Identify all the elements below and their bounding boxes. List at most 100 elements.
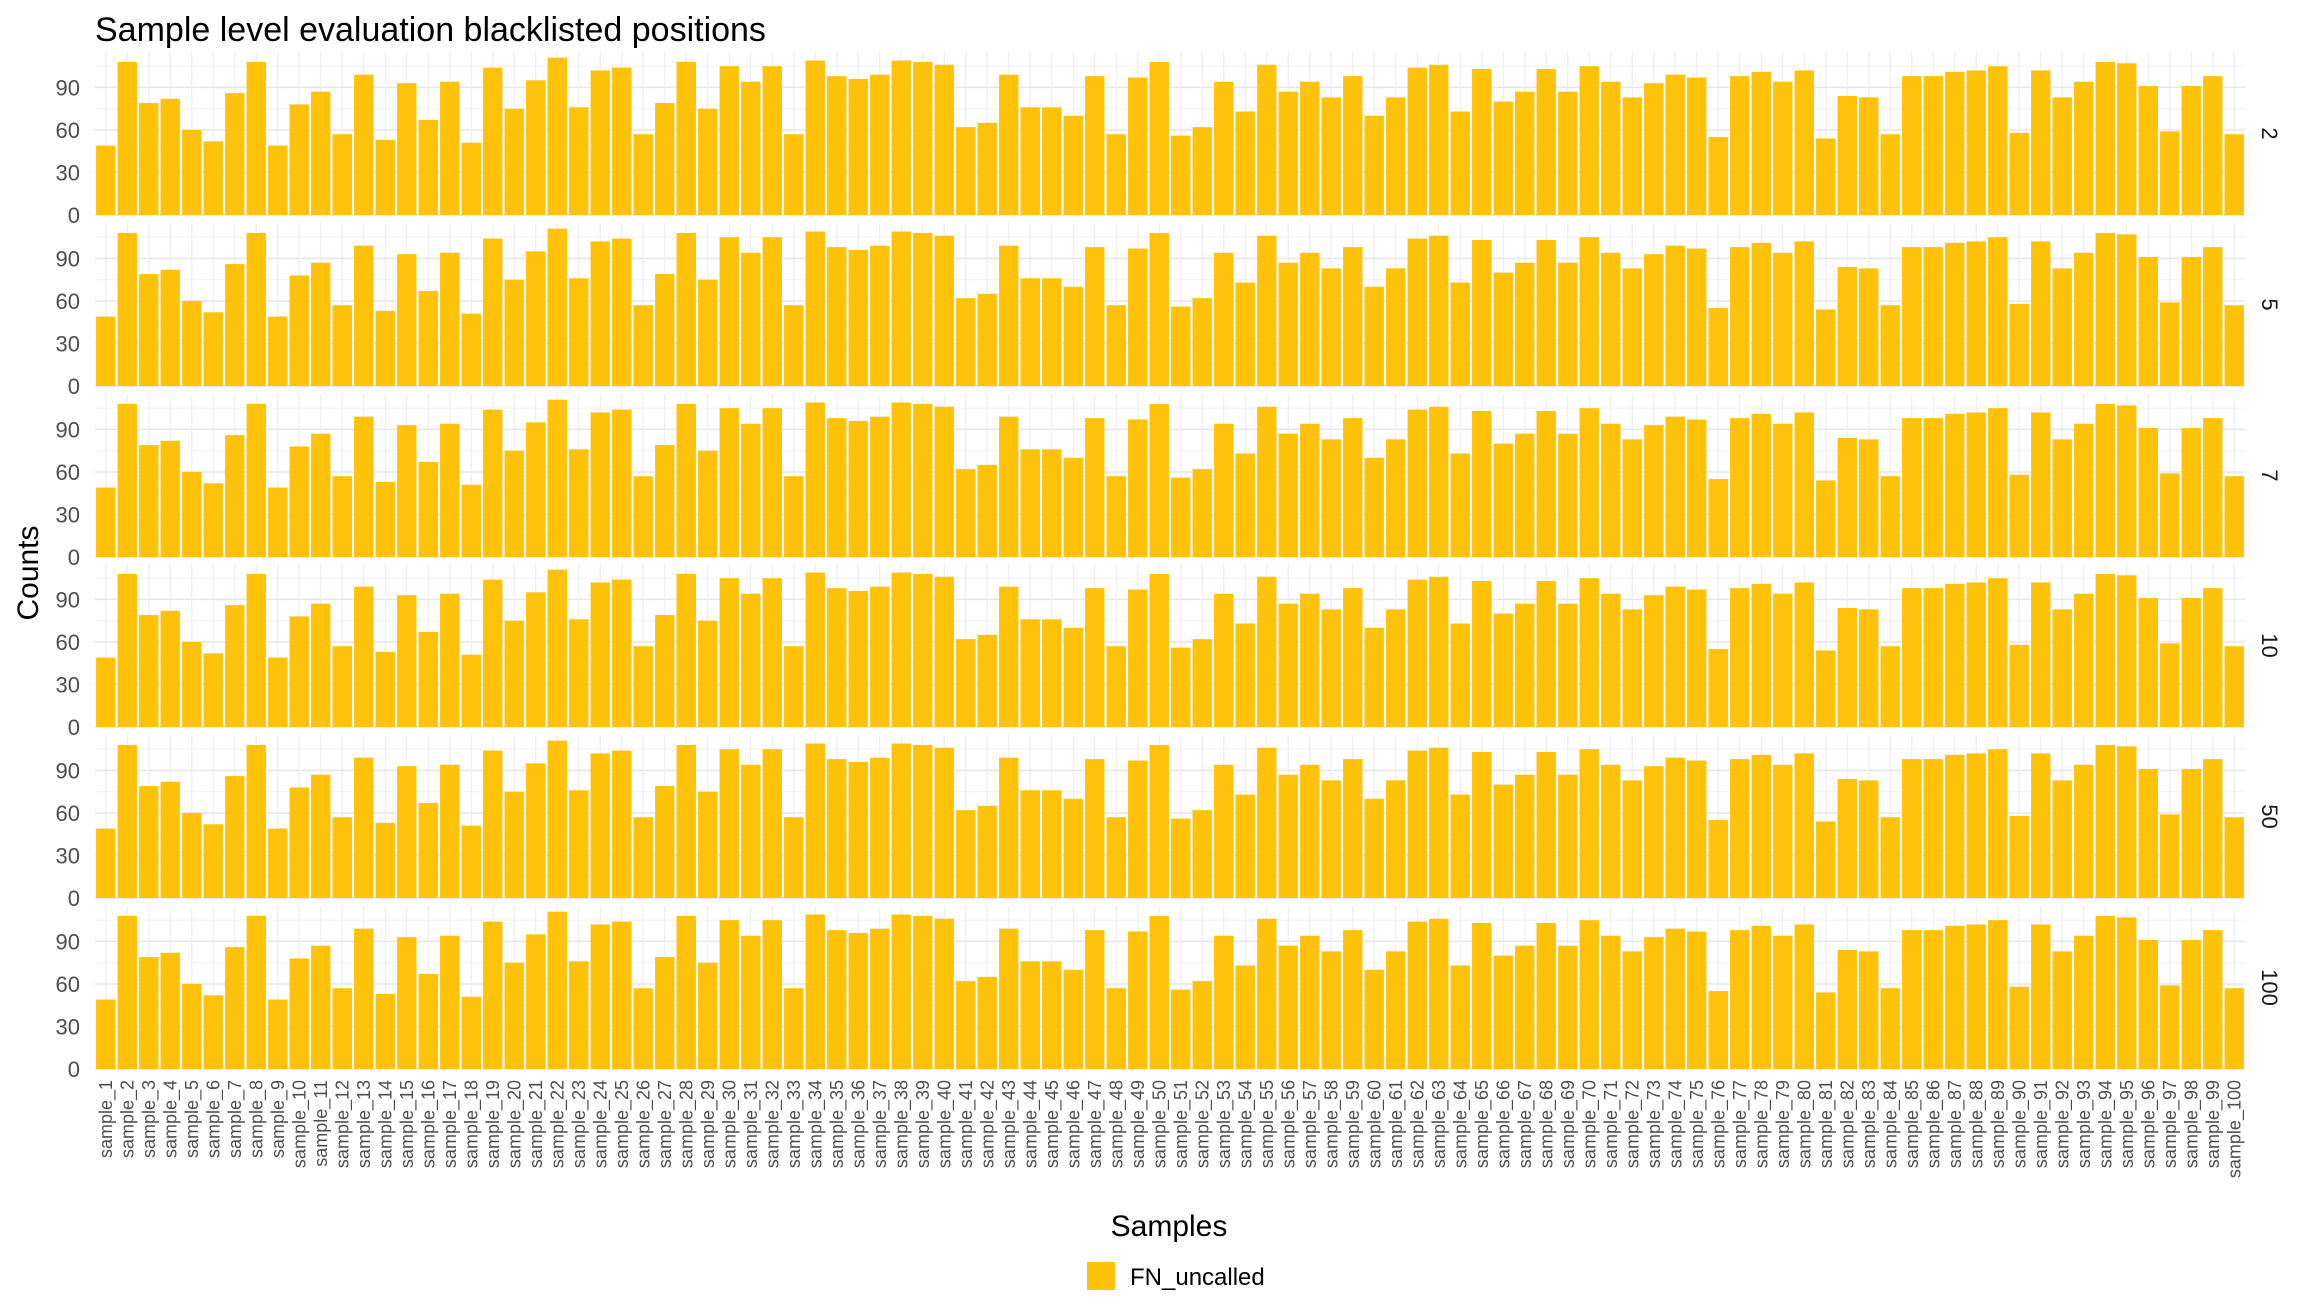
x-tick-label: sample_62 [1407,1080,1428,1168]
bar-sample_39 [913,403,933,557]
facet-strip-label: 5 [2257,298,2282,310]
bar-sample_18 [461,996,481,1069]
bar-sample_62 [1407,750,1427,898]
bar-sample_81 [1816,480,1836,557]
bar-sample_66 [1493,101,1513,215]
x-tick-label: sample_39 [913,1080,934,1168]
bar-sample_13 [354,416,374,557]
bar-sample_3 [139,274,159,386]
bar-sample_48 [1106,988,1126,1069]
bar-sample_23 [569,790,589,898]
bar-sample_9 [268,828,288,898]
bar-sample_31 [741,593,761,727]
bar-sample_33 [784,988,804,1069]
bar-sample_67 [1515,774,1535,898]
bar-sample_88 [1966,924,1986,1069]
x-axis-tick-labels: sample_1 sample_2 sample_3 sample_4 sample_5… [96,1080,2246,1178]
bar-sample_12 [332,134,352,215]
bar-sample_52 [1192,981,1212,1069]
bar-sample_31 [741,252,761,386]
bar-sample_33 [784,134,804,215]
facet-strip-label: 10 [2257,633,2282,657]
bar-sample_84 [1880,988,1900,1069]
bar-sample_96 [2138,86,2158,215]
bar-sample_13 [354,245,374,386]
bar-sample_89 [1988,66,2008,215]
bar-sample_86 [1923,418,1943,557]
x-tick-label: sample_84 [1880,1080,1901,1168]
bar-sample_23 [569,107,589,215]
bar-sample_39 [913,232,933,386]
bar-sample_90 [2009,303,2029,386]
bar-sample_34 [805,402,825,557]
bar-sample_37 [870,586,890,727]
y-tick-label: 60 [56,289,80,314]
bar-sample_29 [698,620,718,727]
bar-sample_25 [612,67,632,215]
bar-sample_47 [1085,930,1105,1069]
bar-sample_40 [934,576,954,727]
bar-sample_1 [96,999,116,1069]
bar-sample_79 [1773,423,1793,557]
bar-sample_98 [2181,940,2201,1069]
bar-sample_10 [289,446,309,557]
bar-sample_80 [1794,924,1814,1069]
bar-sample_12 [332,817,352,898]
x-tick-label: sample_53 [1214,1080,1235,1168]
x-tick-label: sample_23 [569,1080,590,1168]
bar-sample_81 [1816,309,1836,386]
bar-sample_65 [1472,411,1492,557]
bar-sample_19 [483,409,503,557]
bar-sample_61 [1386,951,1406,1069]
bar-sample_19 [483,579,503,727]
bar-sample_25 [612,409,632,557]
bar-sample_73 [1644,254,1664,386]
bar-sample_83 [1859,780,1879,898]
bar-sample_60 [1364,798,1384,898]
bar-sample_61 [1386,439,1406,557]
bar-sample_57 [1300,252,1320,386]
bar-sample_15 [397,595,417,727]
bar-sample_8 [246,61,266,215]
bar-sample_27 [655,445,675,557]
bar-sample_57 [1300,423,1320,557]
bar-sample_35 [827,930,847,1069]
bar-sample_76 [1708,991,1728,1069]
bar-sample_9 [268,999,288,1069]
bar-sample_32 [762,408,782,557]
y-tick-label: 0 [68,1057,80,1082]
bar-sample_89 [1988,749,2008,898]
x-tick-label: sample_66 [1493,1080,1514,1168]
bar-sample_44 [1020,449,1040,557]
bar-sample_88 [1966,582,1986,727]
bar-sample_59 [1343,759,1363,898]
bar-sample_43 [999,74,1019,216]
bar-sample_67 [1515,603,1535,727]
bar-sample_81 [1816,821,1836,898]
bar-sample_17 [440,935,460,1069]
bar-sample_49 [1128,248,1148,386]
bar-sample_58 [1321,97,1341,215]
bar-sample_21 [526,422,546,557]
bar-sample_20 [504,108,524,215]
bar-sample_24 [590,412,610,557]
bar-sample_15 [397,937,417,1069]
bar-sample_56 [1278,945,1298,1069]
facet-panel-7: 0 30 60 90 7 [56,394,2282,570]
bar-sample_25 [612,921,632,1069]
x-tick-label: sample_30 [719,1080,740,1168]
bar-sample_80 [1794,753,1814,898]
bar-sample_97 [2160,985,2180,1069]
bar-sample_56 [1278,91,1298,215]
x-tick-label: sample_55 [1257,1080,1278,1168]
bar-sample_65 [1472,923,1492,1069]
bar-sample_63 [1429,235,1449,386]
bar-sample_78 [1751,413,1771,557]
bar-sample_79 [1773,252,1793,386]
bar-sample_7 [225,435,245,557]
bar-sample_74 [1665,757,1685,898]
bar-sample_75 [1687,589,1707,727]
x-tick-label: sample_5 [182,1080,203,1158]
bar-sample_46 [1063,627,1083,727]
bar-sample_57 [1300,593,1320,727]
